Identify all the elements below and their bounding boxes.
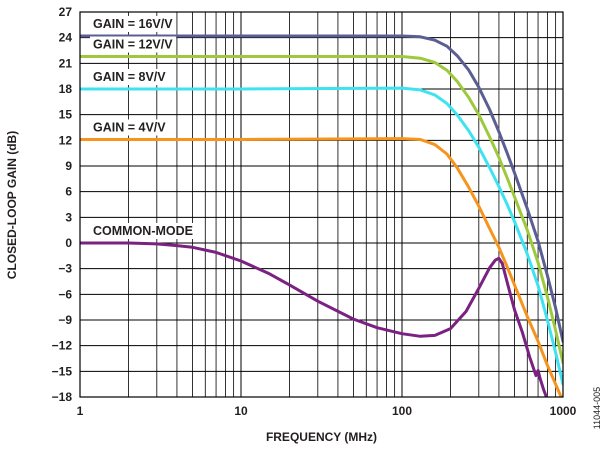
series-label-gain-4v-v: GAIN = 4V/V (93, 120, 166, 134)
series-label-background (90, 15, 177, 32)
series-line-gain-8v-v (80, 86, 563, 386)
y-tick-label: −6 (58, 287, 72, 301)
x-tick-label: 100 (392, 404, 412, 418)
series-line-common-mode (80, 241, 549, 397)
series-label-background (90, 119, 170, 136)
series-label-gain-16v-v: GAIN = 16V/V (93, 17, 173, 31)
y-tick-label: 9 (65, 159, 72, 173)
curves (80, 34, 563, 397)
series-label-background (90, 36, 177, 53)
series-label-gain-12v-v: GAIN = 12V/V (93, 37, 173, 51)
series-line-gain-12v-v (80, 55, 563, 365)
y-tick-labels: 27 24 21 18 15 12 9 6 3 0 −3 −6 −9 −12 −15 −18 (52, 5, 73, 404)
series-label-background (90, 69, 170, 85)
figure-id: 11044-005 (592, 387, 602, 429)
x-axis-title: FREQUENCY (MHz) (266, 430, 377, 444)
y-tick-label: 18 (59, 82, 73, 96)
y-tick-label: 12 (59, 133, 73, 147)
series-line-gain-4v-v (80, 137, 563, 397)
y-tick-label: 6 (65, 185, 72, 199)
y-tick-label: 15 (59, 108, 73, 122)
y-tick-label: 21 (59, 56, 73, 70)
y-tick-label: 24 (59, 31, 73, 45)
y-tick-label: −15 (52, 364, 73, 378)
series-label-common-mode: COMMON-MODE (93, 224, 193, 238)
series-label-gain-8v-v: GAIN = 8V/V (93, 70, 166, 84)
x-tick-label: 10 (234, 404, 248, 418)
y-tick-label: −12 (52, 339, 73, 353)
x-tick-label: 1 (77, 404, 84, 418)
y-tick-label: −18 (52, 390, 73, 404)
y-tick-label: 27 (59, 5, 73, 19)
x-tick-label: 1000 (550, 404, 577, 418)
y-axis-title: CLOSED-LOOP GAIN (dB) (5, 131, 19, 279)
y-tick-label: 0 (65, 236, 72, 250)
y-tick-label: −9 (58, 313, 72, 327)
series-line-gain-16v-v (80, 34, 563, 343)
y-tick-label: 3 (65, 210, 72, 224)
y-tick-label: −3 (58, 262, 72, 276)
series-label-background (90, 223, 196, 239)
plot-frame (79, 11, 564, 398)
x-tick-labels: 1 10 100 1000 (77, 404, 577, 418)
series-labels: GAIN = 16V/V GAIN = 12V/V GAIN = 8V/V GAIN … (90, 15, 196, 239)
